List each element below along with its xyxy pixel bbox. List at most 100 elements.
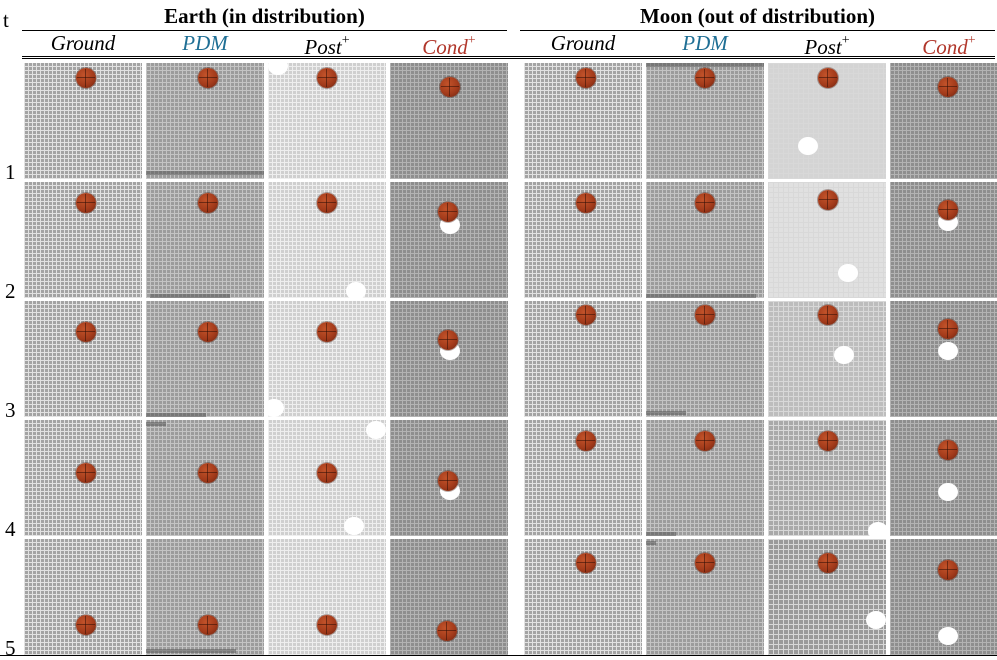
artifact-streak	[146, 171, 264, 175]
frame-cell-pdm-earth-t3	[146, 301, 264, 417]
basketball-icon	[198, 193, 218, 213]
frame-cell-post-moon-t5	[768, 539, 886, 655]
frame-cell-cond-earth-t2	[390, 182, 508, 298]
basketball-icon	[198, 463, 218, 483]
frame-cell-ground-moon-t5	[524, 539, 642, 655]
basketball-icon	[198, 615, 218, 635]
column-header-label: Post	[304, 35, 342, 59]
column-header-superscript: +	[467, 33, 476, 48]
basketball-icon	[76, 193, 96, 213]
basketball-icon	[695, 305, 715, 325]
white-artifact-blob	[346, 282, 366, 298]
artifact-streak	[150, 294, 230, 298]
frame-cell-cond-moon-t1	[890, 63, 997, 179]
basketball-icon	[317, 322, 337, 342]
frame-cell-pdm-earth-t4	[146, 420, 264, 536]
frame-cell-ground-earth-t5	[24, 539, 142, 655]
white-artifact-blob	[268, 63, 288, 75]
basketball-icon	[76, 463, 96, 483]
time-axis-label: t	[3, 8, 9, 32]
basketball-icon	[695, 431, 715, 451]
white-artifact-blob	[834, 346, 854, 364]
time-step-label: 2	[5, 279, 16, 303]
frame-cell-ground-moon-t4	[524, 420, 642, 536]
frame-cell-ground-earth-t4	[24, 420, 142, 536]
group-rule-moon	[520, 30, 995, 31]
basketball-icon	[938, 77, 958, 97]
frame-cell-post-earth-t5	[268, 539, 386, 655]
column-header-label: Ground	[50, 31, 116, 55]
basketball-icon	[576, 305, 596, 325]
frame-cell-cond-earth-t3	[390, 301, 508, 417]
artifact-streak	[146, 413, 206, 417]
basketball-icon	[576, 193, 596, 213]
frame-cell-post-moon-t4	[768, 420, 886, 536]
header-rule-double	[22, 58, 995, 59]
frame-cell-pdm-moon-t5	[646, 539, 764, 655]
frame-cell-post-earth-t3	[268, 301, 386, 417]
frame-cell-ground-moon-t3	[524, 301, 642, 417]
basketball-icon	[76, 68, 96, 88]
basketball-icon	[576, 553, 596, 573]
white-artifact-blob	[938, 627, 958, 645]
white-artifact-blob	[366, 421, 386, 439]
column-header-post-moon: Post+	[767, 30, 887, 60]
basketball-icon	[317, 615, 337, 635]
artifact-streak	[646, 541, 656, 545]
time-step-label: 5	[5, 636, 16, 660]
white-artifact-blob	[938, 483, 958, 501]
basketball-icon	[317, 68, 337, 88]
frame-cell-post-moon-t2	[768, 182, 886, 298]
basketball-icon	[938, 200, 958, 220]
white-artifact-blob	[268, 399, 284, 417]
basketball-icon	[576, 68, 596, 88]
artifact-streak	[646, 411, 686, 415]
basketball-icon	[198, 322, 218, 342]
column-header-label: Cond	[922, 35, 968, 59]
basketball-icon	[818, 190, 838, 210]
column-header-ground-earth: Ground	[23, 30, 143, 56]
basketball-icon	[438, 202, 458, 222]
basketball-icon	[317, 193, 337, 213]
column-header-ground-moon: Ground	[523, 30, 643, 56]
time-step-label: 1	[5, 160, 16, 184]
frame-cell-cond-moon-t2	[890, 182, 997, 298]
frame-cell-pdm-earth-t5	[146, 539, 264, 655]
basketball-icon	[438, 330, 458, 350]
column-header-label: PDM	[682, 31, 728, 55]
header-rule	[22, 56, 995, 57]
basketball-icon	[440, 77, 460, 97]
column-header-superscript: +	[841, 33, 850, 48]
basketball-icon	[695, 193, 715, 213]
basketball-icon	[938, 560, 958, 580]
frame-cell-ground-earth-t2	[24, 182, 142, 298]
artifact-streak	[146, 649, 236, 653]
time-step-label: 4	[5, 517, 16, 541]
frame-cell-post-earth-t4	[268, 420, 386, 536]
column-header-post-earth: Post+	[267, 30, 387, 60]
artifact-streak	[646, 294, 756, 298]
artifact-streak	[146, 422, 166, 426]
frame-cell-cond-moon-t3	[890, 301, 997, 417]
column-header-label: Post	[804, 35, 842, 59]
white-artifact-blob	[344, 517, 364, 535]
basketball-icon	[317, 463, 337, 483]
frame-cell-post-earth-t2	[268, 182, 386, 298]
basketball-icon	[76, 322, 96, 342]
group-title-earth: Earth (in distribution)	[164, 4, 365, 28]
white-artifact-blob	[866, 611, 886, 629]
basketball-icon	[938, 440, 958, 460]
group-rule-earth	[22, 30, 507, 31]
column-header-superscript: +	[341, 33, 350, 48]
basketball-icon	[76, 615, 96, 635]
frame-cell-pdm-moon-t3	[646, 301, 764, 417]
basketball-icon	[695, 553, 715, 573]
column-header-label: Cond	[422, 35, 468, 59]
frame-cell-pdm-earth-t2	[146, 182, 264, 298]
column-header-label: PDM	[182, 31, 228, 55]
group-title-moon: Moon (out of distribution)	[639, 4, 876, 28]
column-header-pdm-earth: PDM	[145, 30, 265, 56]
frame-cell-ground-earth-t3	[24, 301, 142, 417]
basketball-icon	[438, 471, 458, 491]
frame-cell-ground-earth-t1	[24, 63, 142, 179]
